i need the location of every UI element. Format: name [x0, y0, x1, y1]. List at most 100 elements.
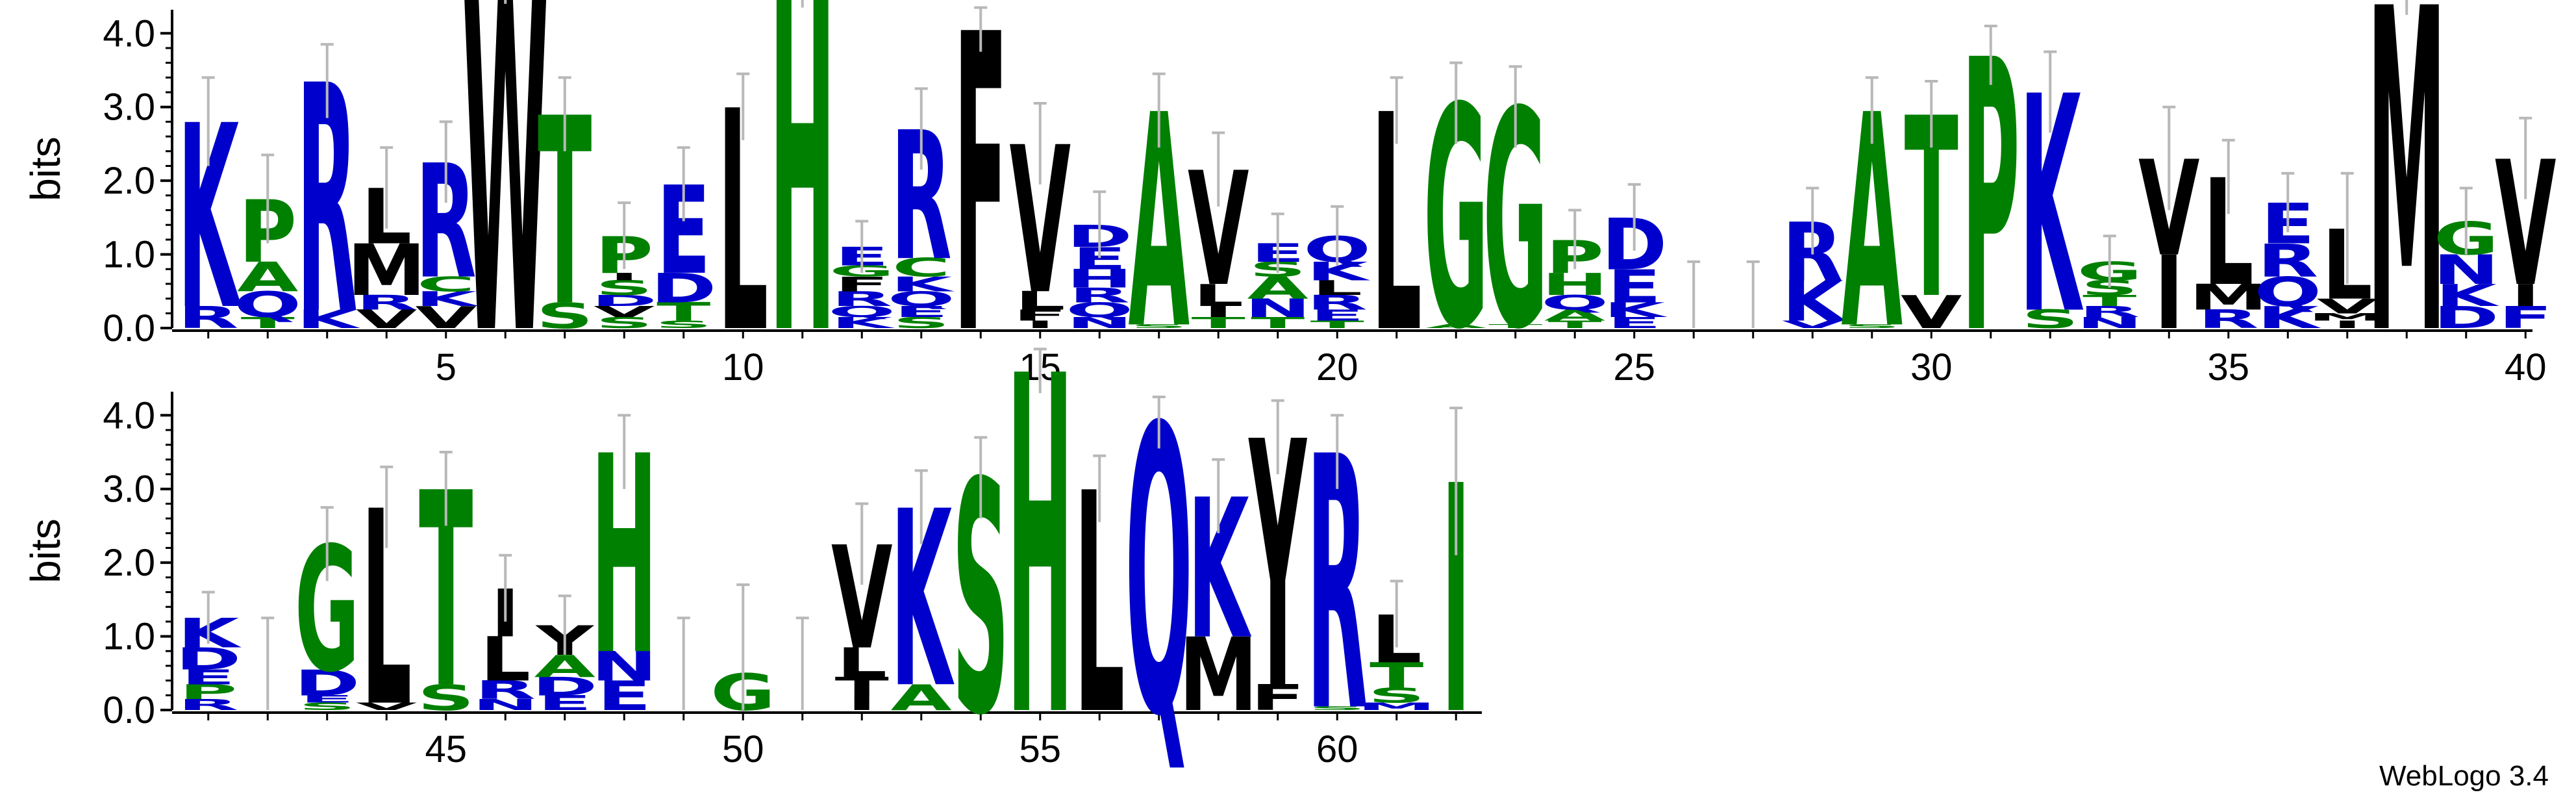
logo-letter: A — [891, 678, 952, 718]
logo-letter: I — [847, 691, 877, 715]
logo-letter: S — [595, 314, 653, 331]
error-bar — [855, 502, 869, 585]
x-tick-label: 10 — [722, 346, 764, 388]
logo-column: KR — [296, 19, 360, 384]
logo-letter: L — [480, 624, 531, 695]
error-bar — [1449, 406, 1463, 555]
logo-letter: N — [1066, 314, 1132, 331]
error-bar — [618, 201, 631, 270]
logo-letter: K — [2435, 278, 2499, 314]
error-bar — [201, 76, 215, 166]
logo-letter: R — [475, 676, 536, 705]
logo-letter: D — [592, 292, 657, 309]
error-bar — [677, 616, 690, 710]
y-tick-label: 3.0 — [103, 468, 155, 511]
y-tick-label: 1.0 — [103, 616, 155, 658]
y-tick-label: 0.0 — [103, 689, 155, 731]
logo-column: F — [954, 0, 1008, 425]
logo-letter: R — [2198, 305, 2259, 334]
error-bar — [380, 465, 394, 548]
logo-column: RML — [2189, 148, 2268, 334]
logo-letter: F — [2499, 300, 2553, 336]
error-bar — [439, 120, 453, 203]
logo-letter: E — [597, 672, 651, 720]
logo-letter: A — [1247, 270, 1308, 306]
error-bar — [261, 616, 275, 710]
error-bar — [1508, 65, 1522, 148]
logo-letter: S — [1844, 324, 1901, 329]
logo-letter: T — [1369, 655, 1423, 696]
error-bar — [1331, 205, 1344, 266]
logo-letter: S — [655, 319, 712, 331]
error-bar — [2405, 0, 2408, 15]
logo-letter: F — [835, 272, 889, 296]
logo-letter: E — [300, 693, 354, 705]
logo-letter: I — [1204, 303, 1233, 320]
logo-letter: E — [894, 303, 948, 320]
error-bar — [2044, 50, 2057, 133]
logo-letter: E — [1607, 314, 1661, 331]
logo-letter: K — [890, 272, 955, 296]
weblogo-credit: WebLogo 3.4 — [2379, 760, 2549, 792]
error-bar — [2221, 138, 2235, 214]
logo-letter: V — [1782, 319, 1843, 331]
logo-letter: S — [536, 296, 594, 336]
x-tick-label: 30 — [1910, 346, 1953, 388]
logo-letter: T — [1192, 314, 1245, 331]
error-bar — [1212, 131, 1225, 207]
error-bar — [1627, 183, 1641, 251]
logo-letter: R — [831, 287, 892, 311]
error-bar — [558, 594, 571, 655]
y-tick-label: 4.0 — [103, 394, 155, 437]
logo-letter: I — [1025, 319, 1055, 331]
logo-letter: M — [1357, 701, 1436, 713]
logo-letter: L — [1193, 278, 1244, 314]
logo-letter: Q — [1066, 298, 1133, 322]
logo-letter: D — [2433, 300, 2499, 336]
error-bar — [499, 553, 512, 622]
error-bar — [1568, 209, 1582, 270]
x-tick-label: 35 — [2207, 346, 2249, 388]
logo-letter: V — [2317, 294, 2379, 318]
error-bar — [558, 76, 571, 151]
error-bar — [1865, 76, 1879, 144]
error-bar — [677, 146, 690, 222]
logo-letter: K — [831, 314, 895, 331]
logo-letter: V — [356, 305, 417, 334]
logo-letter: A — [237, 254, 299, 301]
logo-letter: S — [1368, 684, 1425, 707]
logo-letter: Q — [828, 303, 895, 320]
logo-letter: S — [1308, 705, 1366, 711]
logo-letter: N — [1245, 294, 1311, 323]
error-bar — [261, 153, 275, 244]
logo-letter: N — [472, 696, 538, 713]
logo-letter: M — [347, 230, 426, 312]
logo-letter: R — [1307, 291, 1368, 314]
logo-letter: S — [299, 701, 356, 713]
error-bar — [1152, 72, 1166, 148]
error-bar — [2459, 186, 2473, 255]
logo-letter: K — [2020, 34, 2084, 381]
error-bar — [2103, 235, 2116, 288]
logo-letter: F — [1251, 678, 1305, 718]
logo-letter: A — [1425, 324, 1487, 329]
y-tick-label: 4.0 — [103, 12, 155, 55]
logo-letter: P — [179, 680, 237, 704]
logo-letter: R — [356, 291, 417, 314]
error-bar — [914, 87, 928, 170]
logo-letter: E — [1607, 260, 1661, 313]
error-bar — [2519, 116, 2532, 199]
logo-letter: K — [296, 305, 360, 334]
logo-letter: N — [2077, 314, 2143, 331]
logo-column: SK — [2020, 34, 2084, 381]
logo-letter: T — [1548, 319, 1602, 331]
logo-letter: E — [1310, 307, 1364, 324]
logo-letter: S — [595, 276, 653, 299]
logo-column: M — [2368, 0, 2446, 433]
logo-letter: V — [356, 701, 417, 713]
